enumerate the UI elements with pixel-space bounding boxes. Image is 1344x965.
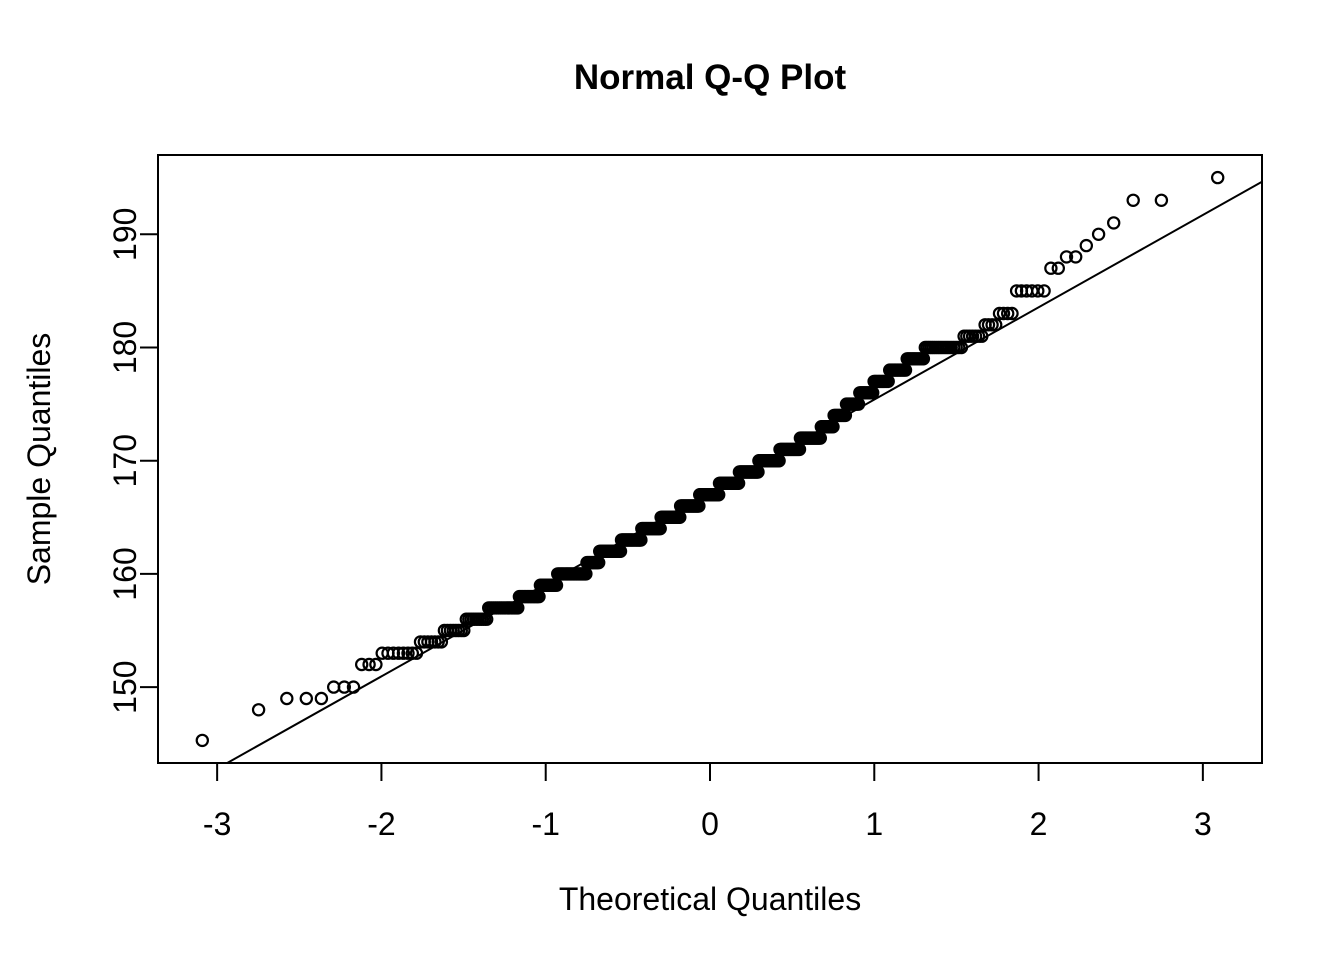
data-point	[1001, 306, 1015, 321]
y-tick-label: 150	[107, 660, 143, 713]
data-point	[369, 657, 383, 672]
data-point	[401, 646, 415, 660]
qq-line	[225, 180, 1262, 763]
plot-title: Normal Q-Q Plot	[574, 58, 847, 97]
x-tick-label: -1	[531, 806, 559, 842]
y-axis-ticks: 150 160 170 180 190	[107, 208, 158, 714]
data-point	[1051, 261, 1066, 275]
x-axis-label: Theoretical Quantiles	[559, 881, 861, 917]
data-point	[195, 733, 209, 748]
data-point	[280, 691, 294, 706]
x-tick-label: -2	[367, 806, 395, 842]
data-points-layer	[195, 170, 1225, 748]
data-point	[1059, 250, 1074, 264]
data-point	[337, 680, 351, 694]
data-point	[992, 306, 1007, 321]
x-tick-label: 2	[1030, 806, 1048, 842]
qq-reference-line-layer	[225, 180, 1262, 763]
y-tick-label: 180	[107, 321, 143, 374]
data-point	[1031, 284, 1045, 298]
data-point	[362, 657, 376, 672]
data-point	[1154, 193, 1169, 207]
data-point	[1210, 170, 1225, 185]
data-point	[386, 646, 401, 660]
x-tick-label: 1	[865, 806, 883, 842]
data-point	[1044, 261, 1058, 275]
data-point	[396, 646, 411, 660]
data-point	[299, 691, 313, 706]
y-tick-label: 190	[107, 208, 143, 261]
y-tick-label: 170	[107, 434, 143, 487]
data-point	[314, 691, 329, 706]
data-point	[391, 646, 406, 660]
x-axis-ticks: -3 -2 -1 0 1 2 3	[203, 763, 1212, 842]
data-point	[1126, 193, 1140, 207]
data-point	[1005, 306, 1019, 321]
data-point	[1037, 284, 1051, 298]
data-point	[1009, 284, 1024, 298]
data-point	[1068, 250, 1083, 264]
data-point	[355, 657, 369, 672]
data-point	[1106, 216, 1121, 230]
y-tick-label: 160	[107, 547, 143, 600]
data-point	[1091, 227, 1106, 241]
data-point	[251, 703, 266, 717]
x-tick-label: 3	[1194, 806, 1212, 842]
plot-border	[157, 154, 1263, 764]
x-tick-label: -3	[203, 806, 231, 842]
data-point	[1079, 238, 1094, 253]
x-tick-label: 0	[701, 806, 719, 842]
data-point	[996, 306, 1011, 321]
y-axis-label: Sample Quantiles	[21, 333, 57, 586]
